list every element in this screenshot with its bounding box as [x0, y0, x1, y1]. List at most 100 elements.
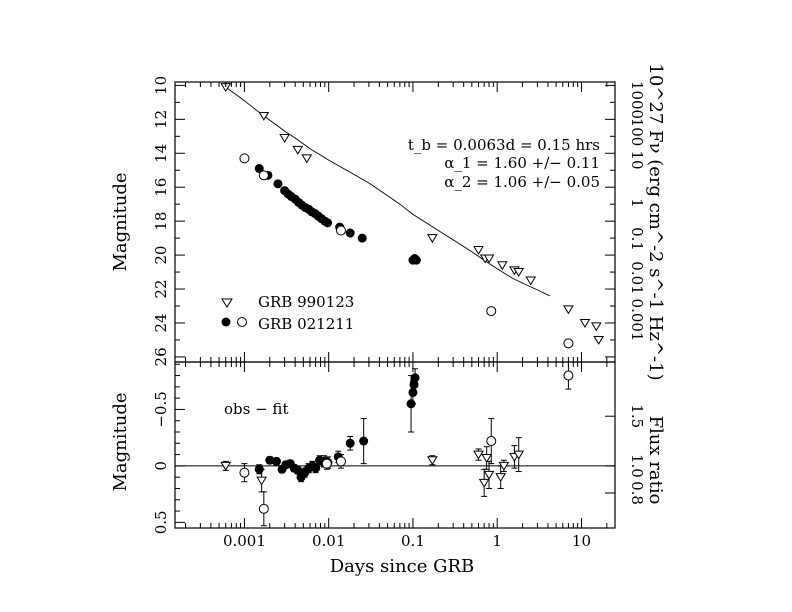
- x-tick-label: 0.1: [401, 532, 425, 550]
- top-ylabel: Magnitude: [110, 172, 131, 271]
- lc-point-1-19: [357, 233, 367, 243]
- res-point-2-4: [486, 436, 497, 447]
- top-ytick-label: 24: [152, 313, 170, 332]
- top-right-tick-label: 100: [628, 118, 646, 147]
- res-point-1-2: [271, 456, 281, 466]
- residuals-points: [220, 361, 574, 527]
- light-curve-points: [220, 83, 605, 349]
- fit-line: [225, 86, 550, 297]
- top-ytick-label: 16: [152, 178, 170, 197]
- lc-point-2-0: [239, 153, 250, 164]
- res-point-0-7: [495, 473, 507, 483]
- top-ytick-label: 14: [152, 144, 170, 163]
- res-point-0-3: [473, 450, 484, 460]
- lc-point-0-14: [579, 318, 591, 328]
- top-right-tick-label: 0.001: [628, 299, 646, 342]
- res-point-0-8: [498, 461, 510, 471]
- annotation-alpha1: α_1 = 1.60 +/− 0.11: [444, 154, 600, 172]
- lc-point-1-2: [273, 179, 283, 189]
- lc-point-0-2: [279, 134, 291, 143]
- x-axis: 0.001 0.01 0.1 1 10: [185, 82, 608, 550]
- res-point-0-1: [256, 476, 268, 486]
- top-right-tick-label: 10: [628, 150, 646, 169]
- annotation-tb: t_b = 0.0063d = 0.15 hrs: [408, 136, 600, 154]
- top-ytick-label: 22: [152, 279, 170, 298]
- res-point-1-22: [410, 373, 420, 383]
- res-point-2-2: [321, 458, 332, 469]
- top-right-tick-label: 1: [628, 198, 646, 208]
- res-point-1-18: [359, 436, 369, 446]
- top-right-tick-label: 0.1: [628, 227, 646, 251]
- res-point-0-4: [478, 478, 490, 488]
- top-right-ylabel: 10^27 Fν (erg cm^-2 s^-1 Hz^-1): [645, 63, 666, 380]
- top-ytick-label: 12: [152, 110, 170, 129]
- residuals-ticks: −0.5 0 0.5 1.5 1.0 0.8: [152, 363, 646, 534]
- lc-point-2-2: [335, 225, 346, 236]
- top-right-tick-label: 1000: [628, 81, 646, 119]
- bottom-right-ylabel: Flux ratio: [645, 416, 666, 505]
- bottom-ytick-label: 0.5: [152, 510, 170, 534]
- lc-point-2-1: [258, 170, 269, 181]
- x-tick-label: 0.001: [223, 532, 266, 550]
- res-point-0-10: [513, 450, 525, 460]
- lc-point-0-15: [590, 322, 602, 332]
- res-point-1-0: [254, 464, 264, 474]
- top-ytick-label: 20: [152, 246, 170, 265]
- res-point-2-0: [239, 467, 250, 478]
- lc-point-0-1: [258, 111, 270, 121]
- lc-point-0-9: [496, 261, 508, 271]
- top-ytick-label: 18: [152, 212, 170, 231]
- legend-marker-open-triangle: [221, 298, 233, 308]
- lc-point-0-4: [301, 154, 313, 164]
- res-point-1-12: [311, 463, 321, 473]
- annotation-alpha2: α_2 = 1.06 +/− 0.05: [444, 173, 600, 191]
- lc-point-1-0: [254, 164, 264, 174]
- res-point-2-5: [563, 370, 574, 381]
- res-point-0-0: [220, 461, 232, 471]
- legend-label-990123: GRB 990123: [258, 293, 354, 311]
- res-point-1-20: [408, 387, 418, 397]
- bottom-right-tick-label: 1.0: [628, 454, 646, 478]
- bottom-right-tick-label: 0.8: [628, 481, 646, 505]
- legend-marker-open-circle: [237, 317, 247, 327]
- res-point-2-1: [258, 503, 269, 514]
- residuals-frame: [174, 361, 616, 529]
- lc-point-0-13: [563, 305, 574, 315]
- lc-point-2-4: [563, 338, 574, 349]
- top-ytick-label: 26: [152, 347, 170, 366]
- lc-point-0-8: [483, 254, 495, 264]
- res-point-2-3: [335, 456, 346, 467]
- bottom-ytick-label: −0.5: [152, 391, 170, 427]
- legend: GRB 990123 GRB 021211: [221, 293, 354, 333]
- res-point-0-5: [481, 453, 493, 463]
- lc-point-2-3: [486, 306, 497, 317]
- x-tick-label: 1: [492, 532, 502, 550]
- fit-line-group: [225, 86, 550, 297]
- lc-point-0-16: [593, 335, 605, 345]
- lc-point-0-12: [525, 276, 537, 286]
- res-point-0-6: [483, 470, 495, 480]
- x-tick-label: 10: [572, 532, 591, 550]
- bottom-right-tick-label: 1.5: [628, 404, 646, 428]
- lc-point-1-18: [345, 228, 355, 238]
- x-tick-label: 0.01: [312, 532, 345, 550]
- lc-point-0-3: [292, 145, 304, 155]
- lc-point-0-6: [473, 246, 484, 255]
- x-axis-label: Days since GRB: [330, 556, 475, 577]
- bottom-ytick-label: 0: [152, 461, 170, 471]
- lc-point-0-5: [426, 234, 438, 244]
- lc-point-1-22: [411, 255, 421, 265]
- lc-point-1-16: [323, 218, 333, 228]
- res-point-1-17: [345, 438, 355, 448]
- bottom-ylabel: Magnitude: [110, 392, 131, 491]
- lc-point-0-11: [513, 268, 525, 278]
- top-ytick-label: 10: [152, 76, 170, 95]
- legend-marker-filled-circle: [221, 317, 231, 327]
- res-point-0-2: [426, 456, 438, 466]
- legend-label-021211: GRB 021211: [258, 315, 354, 333]
- residuals-panel: −0.5 0 0.5 1.5 1.0 0.8 obs − fit Magnitude Fl…: [110, 361, 666, 534]
- top-right-tick-label: 0.01: [628, 261, 646, 294]
